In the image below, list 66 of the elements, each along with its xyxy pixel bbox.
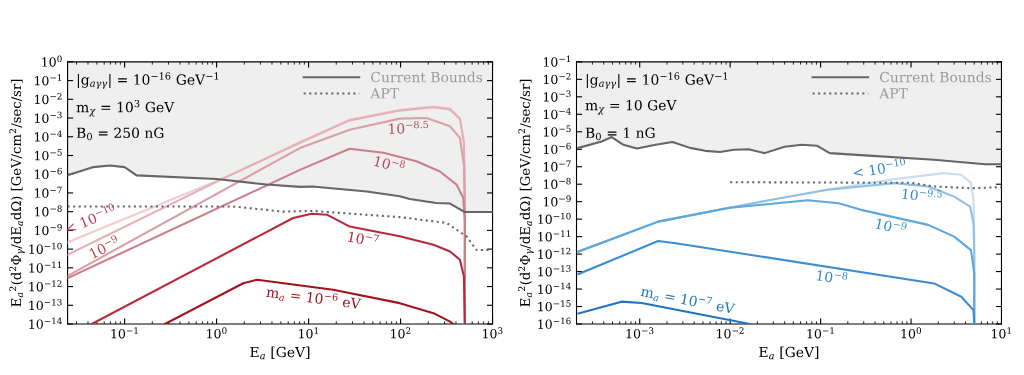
annotation: < 10$^{−10}$ [63,202,117,235]
y-tick-label: 10$^{−14}$ [538,282,571,294]
x-tick-label: 10$^{−3}$ [626,327,654,339]
y-tick-label: 10$^{−11}$ [29,261,62,273]
y-tick-label: 10$^{−4}$ [35,130,62,142]
x-tick-label: 10$^{0}$ [207,327,227,339]
x-tick-label: 10$^{−1}$ [807,327,834,339]
y-tick-label: 10$^{−9}$ [35,224,62,236]
x-tick-label: 10$^{0}$ [901,327,922,339]
x-tick-label: 10$^{1}$ [992,327,1011,339]
annotation: B$_{0}$ = 1 nG [585,127,655,141]
y-tick-label: 10$^{−4}$ [543,107,571,120]
annotation: 10$^{−8}$ [816,268,848,285]
y-tick-label: 10$^{−12}$ [29,280,62,292]
y-tick-label: 10$^{−6}$ [35,167,62,180]
y-tick-label: 10$^{−1}$ [543,55,571,67]
annotation: m$_{χ}$ = 10 GeV [585,99,677,115]
text: E$_{a}$$^{2}$(d$^{2}$Φ$_{γ}$/dE$_{a}$dΩ) [GeV/cm$^{2}$/sec/sr] [9,79,25,307]
y-tick-label: 10$^{−5}$ [543,125,571,137]
legend-label: APT [879,88,908,99]
y-tick-label: 10$^{−3}$ [35,111,62,123]
annotation: 10$^{−7}$ [347,229,380,248]
legend-label: Current Bounds [371,71,483,83]
annotation: < 10$^{−10}$ [852,157,907,178]
y-tick-label: 10$^{−1}$ [35,74,62,86]
y-tick-label: 10$^{−15}$ [538,300,571,312]
x-tick-label: 10$^{2}$ [391,327,411,339]
x-tick-label: 10$^{−1}$ [111,327,138,339]
annotation: 10$^{−8.5}$ [389,120,429,135]
legend-label: Current Bounds [880,71,992,83]
x-tick-label: 10$^{3}$ [483,327,503,339]
y-tick-label: 10$^{−9}$ [543,195,571,207]
annotation: m$_{a}$ = 10$^{−7}$ eV [640,283,736,317]
annotation: m$_{χ}$ = 10$^{3}$ GeV [76,99,175,117]
y-tick-label: 10$^{−12}$ [538,247,571,259]
annotation: |g$_{aγγ}$| = 10$^{−16}$ GeV$^{−1}$ [77,72,219,89]
x-tick-label: 10$^{1}$ [299,327,318,339]
y-tick-label: 10$^{−2}$ [35,92,62,105]
y-tick-label: 10$^{−10}$ [29,242,62,254]
annotation: 10$^{−9}$ [88,234,121,259]
annotation: B$_{0}$ = 250 nG [76,127,164,141]
legend-label: APT [370,88,399,99]
y-tick-label: 10$^{−11}$ [538,230,571,242]
y-tick-label: 10$^{−7}$ [543,160,571,172]
y-tick-label: 10$^{−13}$ [538,265,571,277]
y-tick-label: 10$^{−5}$ [35,149,62,161]
y-tick-label: 10$^{−6}$ [543,142,571,155]
annotation: m$_{a}$ = 10$^{−6}$ eV [265,284,362,312]
y-tick-label: 10$^{0}$ [42,55,62,67]
y-tick-label: 10$^{−3}$ [543,90,571,102]
y-tick-label: 10$^{−10}$ [538,212,571,224]
y-tick-label: 10$^{−8}$ [543,177,571,190]
x-axis-title: E$_{a}$ [GeV] [759,346,819,360]
y-tick-label: 10$^{−8}$ [35,205,62,217]
annotation: |g$_{aγγ}$| = 10$^{−16}$ GeV$^{−1}$ [586,72,728,89]
y-tick-label: 10$^{−16}$ [538,317,571,329]
annotation: 10$^{−9}$ [875,216,908,235]
y-tick-label: 10$^{−2}$ [543,72,571,85]
y-tick-label: 10$^{−14}$ [29,317,62,329]
annotation: 10$^{−8}$ [373,153,406,174]
y-tick-label: 10$^{−7}$ [35,186,62,198]
annotation: 10$^{−9.5}$ [902,186,943,203]
y-tick-label: 10$^{−13}$ [29,298,62,311]
x-tick-label: 10$^{−2}$ [717,327,744,339]
text: E$_{a}$$^{2}$(d$^{2}$Φ$_{γ}$/dE$_{a}$dΩ) [GeV/cm$^{2}$/sec/sr] [518,79,534,307]
x-axis-title: E$_{a}$ [GeV] [250,346,310,360]
